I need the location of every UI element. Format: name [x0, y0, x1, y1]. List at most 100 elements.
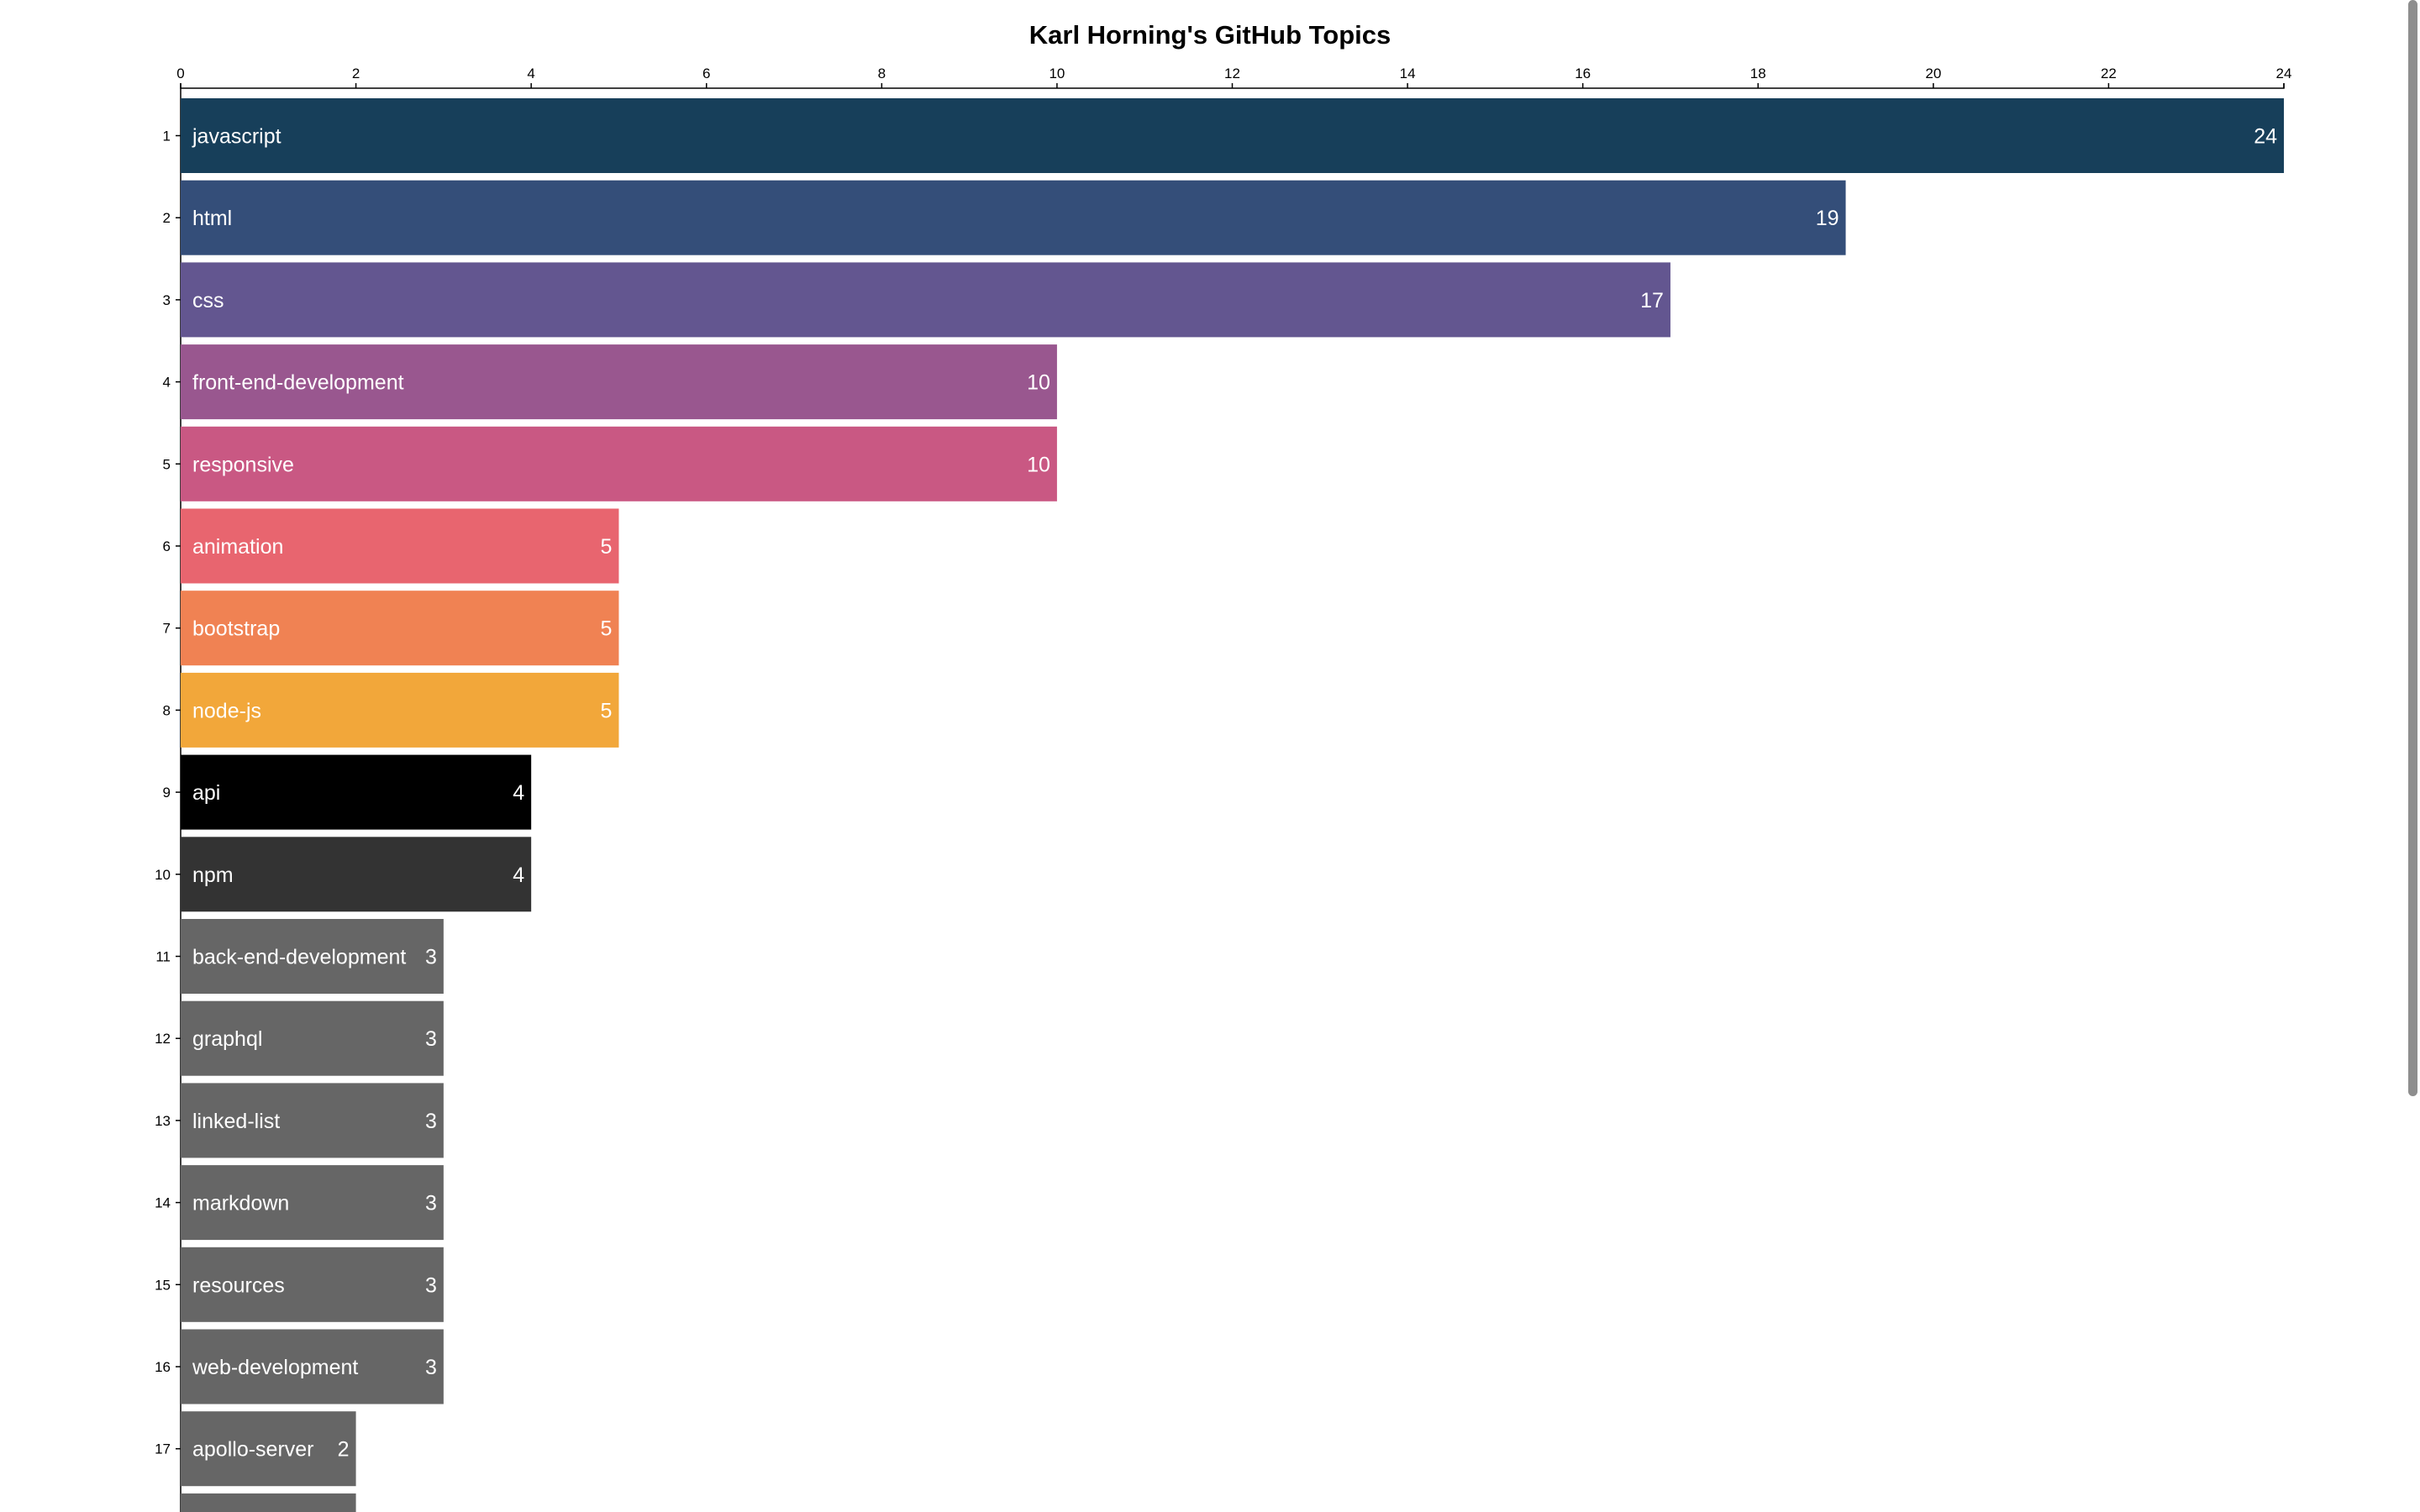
bar-row: 8 node-js 5: [163, 672, 619, 748]
bar-row: 7 bootstrap 5: [163, 591, 619, 666]
bar: [181, 180, 1846, 255]
bar-value-label: 4: [513, 781, 524, 805]
x-tick-label: 2: [352, 66, 360, 81]
bar-row: 6 animation 5: [163, 508, 619, 584]
x-tick-label: 6: [702, 66, 710, 81]
bar-value-label: 24: [2254, 125, 2277, 149]
x-axis: 0 2 4 6 8 10 12 14 16 18 20 22 24: [176, 66, 2292, 89]
x-tick-label: 4: [527, 66, 534, 81]
bar-value-label: 4: [513, 864, 524, 887]
bar-value-label: 3: [425, 1110, 437, 1133]
x-tick-label: 22: [2101, 66, 2117, 81]
bar: [181, 1247, 444, 1322]
y-tick-label: 17: [155, 1441, 171, 1457]
bar-row: 12 graphql 3: [155, 1000, 444, 1076]
x-tick-label: 12: [1224, 66, 1240, 81]
bar-row: 13 linked-list 3: [155, 1083, 444, 1158]
bar-row: [181, 1493, 356, 1512]
bar-label: responsive: [192, 453, 294, 476]
bar: [181, 1000, 444, 1076]
x-tick-label: 20: [1925, 66, 1941, 81]
bar-row: 5 responsive 10: [163, 426, 1057, 501]
y-tick-label: 6: [163, 538, 171, 554]
bar: [181, 262, 1670, 338]
bar-value-label: 5: [601, 699, 613, 722]
bar: [181, 591, 619, 666]
bar-row: 15 resources 3: [155, 1247, 444, 1322]
y-tick-label: 1: [163, 129, 171, 144]
bar: [181, 1493, 356, 1512]
bar-value-label: 10: [1027, 453, 1050, 476]
bar-row: 16 web-development 3: [155, 1329, 444, 1404]
bar-row: 11 back-end-development 3: [155, 919, 444, 994]
bar-value-label: 19: [1816, 207, 1839, 230]
y-tick-label: 13: [155, 1113, 171, 1129]
bar-label: bootstrap: [192, 617, 280, 641]
chart-title: Karl Horning's GitHub Topics: [1029, 20, 1391, 50]
bar-row: 9 api 4: [163, 754, 532, 830]
bar-value-label: 3: [425, 946, 437, 969]
bar: [181, 754, 532, 830]
y-tick-label: 8: [163, 702, 171, 718]
y-tick-label: 11: [155, 949, 171, 965]
bar-label: javascript: [192, 125, 281, 149]
bar-label: api: [192, 781, 220, 805]
y-tick-label: 12: [155, 1031, 171, 1047]
bar: [181, 837, 532, 912]
bar-label: npm: [192, 864, 234, 887]
bars-group: 1 javascript 24 2 html 19 3 css 17 4 front-end-dev…: [155, 98, 2284, 1512]
y-tick-label: 15: [155, 1277, 171, 1293]
y-tick-label: 5: [163, 456, 171, 472]
bar-value-label: 10: [1027, 371, 1050, 395]
bar-label: animation: [192, 535, 283, 559]
bar-label: node-js: [192, 699, 261, 722]
y-tick-label: 7: [163, 621, 171, 637]
bar-row: 14 markdown 3: [155, 1165, 444, 1241]
bar-value-label: 3: [425, 1192, 437, 1215]
bar-value-label: 17: [1640, 289, 1664, 312]
bar: [181, 98, 2284, 173]
bar: [181, 919, 444, 994]
bar-row: 3 css 17: [163, 262, 1670, 338]
bar-label: css: [192, 289, 224, 312]
bar-label: html: [192, 207, 232, 230]
bar: [181, 344, 1057, 420]
x-tick-label: 24: [2276, 66, 2292, 81]
bar-label: resources: [192, 1273, 285, 1297]
y-tick-label: 14: [155, 1195, 171, 1211]
bar: [181, 426, 1057, 501]
bar-label: markdown: [192, 1192, 289, 1215]
bar-row: 1 javascript 24: [163, 98, 2284, 173]
x-tick-label: 8: [878, 66, 886, 81]
x-tick-label: 10: [1049, 66, 1065, 81]
bar-row: 2 html 19: [163, 180, 1846, 255]
bar-value-label: 3: [425, 1027, 437, 1051]
bar-value-label: 5: [601, 535, 613, 559]
bar-label: back-end-development: [192, 946, 406, 969]
bar-label: web-development: [192, 1356, 358, 1379]
bar-value-label: 5: [601, 617, 613, 641]
bar-row: 4 front-end-development 10: [163, 344, 1057, 420]
x-tick-label: 14: [1400, 66, 1416, 81]
bar-row: 17 apollo-server 2: [155, 1411, 356, 1487]
x-tick-label: 0: [176, 66, 184, 81]
bar: [181, 1329, 444, 1404]
vertical-scrollbar[interactable]: [2408, 0, 2417, 1096]
y-tick-label: 3: [163, 292, 171, 308]
bar-label: front-end-development: [192, 371, 404, 395]
bar: [181, 1083, 444, 1158]
y-tick-label: 16: [155, 1359, 171, 1375]
y-tick-label: 10: [155, 867, 171, 883]
y-tick-label: 4: [163, 375, 171, 391]
bar-value-label: 3: [425, 1356, 437, 1379]
bar-row: 10 npm 4: [155, 837, 532, 912]
bar: [181, 1165, 444, 1241]
bar-value-label: 2: [338, 1438, 350, 1462]
bar-label: linked-list: [192, 1110, 280, 1133]
bar-label: graphql: [192, 1027, 262, 1051]
x-tick-label: 16: [1575, 66, 1591, 81]
y-tick-label: 9: [163, 785, 171, 801]
bar-label: apollo-server: [192, 1438, 314, 1462]
bar-value-label: 3: [425, 1273, 437, 1297]
